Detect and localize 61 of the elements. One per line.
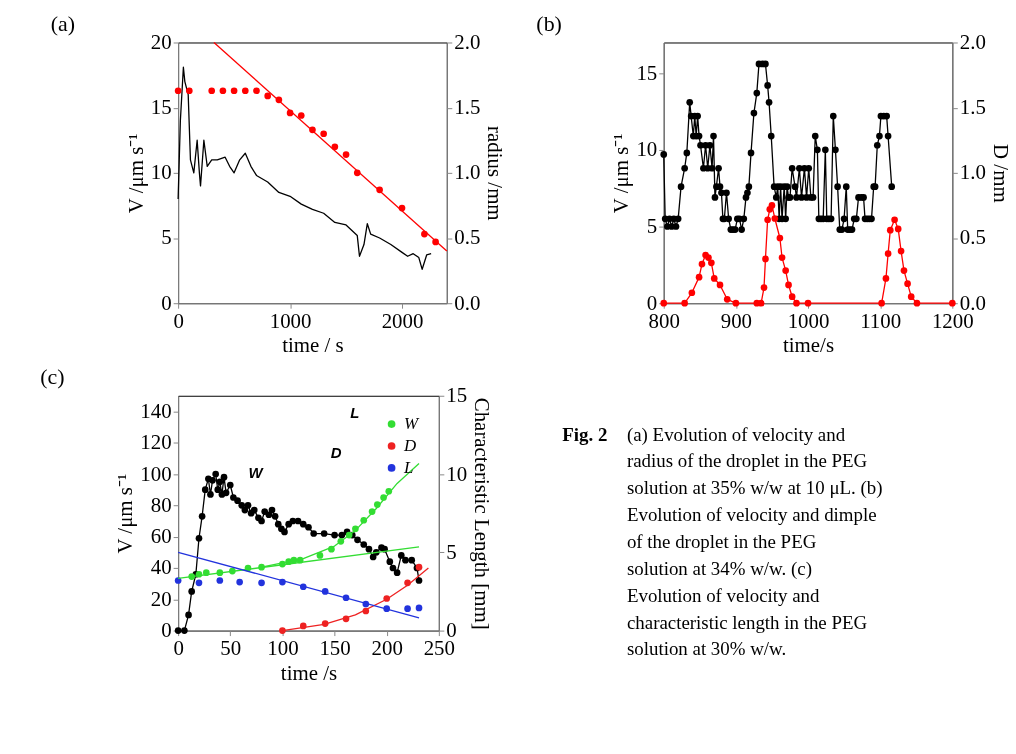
legend-label: W xyxy=(404,414,421,434)
annotation: L xyxy=(350,404,360,422)
y2-tick-label: 15 xyxy=(446,383,468,408)
x-tick-label: 100 xyxy=(267,635,299,660)
x-tick-label: 150 xyxy=(319,635,351,660)
y-tick-label: 80 xyxy=(150,492,172,517)
y-tick-label: 120 xyxy=(140,430,172,455)
y-tick-label: 40 xyxy=(150,555,172,580)
chart-title: (c) xyxy=(40,363,65,389)
x-tick-label: 200 xyxy=(371,635,403,660)
y2-tick-label: 1.0 xyxy=(454,160,481,185)
annotation: D xyxy=(330,444,342,462)
y-tick-label: 5 xyxy=(646,213,658,238)
y-tick-label: 20 xyxy=(150,29,172,54)
legend-label: D xyxy=(403,435,417,455)
text: Evolution of velocity and dimple of the droplet in the PEG solution at 34% w/w. (c) xyxy=(626,504,877,579)
y2-axis-title: D /mm xyxy=(988,144,1013,203)
chart-title: (b) xyxy=(536,10,562,36)
y-tick-label: 10 xyxy=(150,160,172,185)
y2-tick-label: 1.5 xyxy=(454,95,481,120)
text: Fig. 2 xyxy=(562,423,608,445)
y-tick-label: 15 xyxy=(150,95,172,120)
y-axis-title: V /μm s⁻¹ xyxy=(113,473,138,554)
y-tick-label: 60 xyxy=(150,524,172,549)
y-tick-label: 140 xyxy=(140,398,172,423)
x-tick-label: 900 xyxy=(720,308,753,333)
y2-tick-label: 0.5 xyxy=(454,225,481,250)
y-tick-label: 10 xyxy=(636,137,658,162)
annotation: W xyxy=(248,464,265,482)
text: Evolution of velocity and characteristic length in the PEG solution at 30% w/w. xyxy=(626,584,868,660)
x-axis-title: time / s xyxy=(282,333,344,358)
text: (a) Evolution of velocity and radius of the droplet in the PEG solution at 35% w/w at 10 μL. (b) xyxy=(626,423,883,499)
x-tick-label: 1000 xyxy=(269,308,312,333)
y-tick-label: 15 xyxy=(636,60,658,85)
y2-tick-label: 0.5 xyxy=(959,225,986,250)
y2-tick-label: 0.0 xyxy=(454,290,481,315)
y-axis-title: V /μm s⁻¹ xyxy=(609,133,634,214)
y2-tick-label: 5 xyxy=(446,539,457,564)
y-tick-label: 100 xyxy=(140,461,172,486)
y-tick-label: 5 xyxy=(161,225,172,250)
y-tick-label: 0 xyxy=(161,290,172,315)
y-axis-title: V /μm s⁻¹ xyxy=(123,133,148,214)
y2-axis-title: radius /mm xyxy=(483,126,508,221)
y2-axis-title: Characteristic Length [mm] xyxy=(470,397,495,630)
x-tick-label: 1100 xyxy=(860,308,902,333)
y2-tick-label: 2.0 xyxy=(959,29,986,54)
y2-tick-label: 10 xyxy=(446,461,468,486)
legend-label: L xyxy=(403,457,414,477)
y2-tick-label: 1.0 xyxy=(959,160,986,185)
y2-tick-label: 2.0 xyxy=(454,29,481,54)
chart-title: (a) xyxy=(50,10,76,36)
y-tick-label: 20 xyxy=(150,586,172,611)
x-tick-label: 2000 xyxy=(381,308,424,333)
y-tick-label: 0 xyxy=(646,290,658,315)
x-tick-label: 1000 xyxy=(787,308,830,333)
y2-tick-label: 0.0 xyxy=(959,290,986,315)
x-tick-label: 50 xyxy=(220,635,242,660)
x-axis-title: time /s xyxy=(280,660,338,685)
y-tick-label: 0 xyxy=(161,618,172,643)
y2-tick-label: 1.5 xyxy=(959,95,986,120)
x-axis-title: time/s xyxy=(783,333,835,358)
